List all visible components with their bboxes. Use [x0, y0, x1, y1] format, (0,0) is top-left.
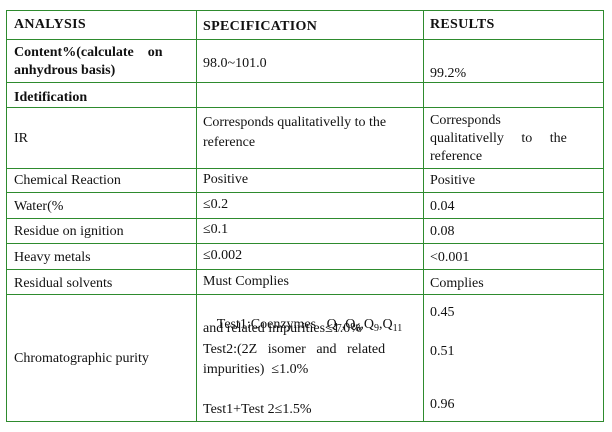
q11-subscript: 11 — [392, 323, 403, 334]
water-spec: ≤0.2 — [203, 197, 229, 212]
chromatographic-result-2: 0.51 — [430, 344, 455, 359]
water-result: 0.04 — [430, 199, 455, 214]
chemical-spec: Positive — [203, 172, 249, 187]
ir-spec-line2: reference — [203, 135, 256, 150]
solvents-label: Residual solvents — [14, 276, 113, 291]
row-divider — [6, 218, 604, 219]
heavy-metals-result: <0.001 — [430, 250, 470, 265]
heavy-metals-label: Heavy metals — [14, 250, 91, 265]
identification-label: Idetification — [14, 90, 88, 105]
comma: , — [360, 317, 364, 332]
row-divider — [6, 192, 604, 193]
test1-prefix: Test1:Coenzymes — [216, 317, 317, 332]
q9-subscript: 9 — [373, 323, 379, 334]
test1-line2: and related impurities≤1.0% — [203, 321, 362, 336]
chromatographic-label: Chromatographic purity — [14, 351, 149, 366]
q8-subscript: 8 — [355, 323, 361, 334]
column-divider — [196, 10, 197, 107]
chromatographic-result-1: 0.45 — [430, 305, 455, 320]
content-label-line1: Content%(calculate on — [14, 45, 163, 60]
header-analysis: ANALYSIS — [14, 17, 86, 32]
residue-result: 0.08 — [430, 224, 455, 239]
solvents-result: Complies — [430, 276, 484, 291]
ir-result-line1: Corresponds — [430, 113, 501, 128]
content-result: 99.2% — [430, 66, 467, 81]
residue-label: Residue on ignition — [14, 224, 124, 239]
q7-subscript: 7 — [336, 323, 342, 334]
table-border-top — [6, 10, 604, 11]
q-letter: Q — [382, 317, 393, 332]
chemical-label: Chemical Reaction — [14, 173, 121, 188]
chemical-result: Positive — [430, 173, 476, 188]
chromatographic-result-3: 0.96 — [430, 397, 455, 412]
q-letter: Q — [345, 317, 356, 332]
table-border-left — [6, 10, 7, 422]
header-specification: SPECIFICATION — [203, 19, 318, 34]
q-letter: Q — [326, 317, 337, 332]
heavy-metals-spec: ≤0.002 — [203, 248, 243, 263]
test2-line2: impurities) ≤1.0% — [203, 362, 309, 377]
residue-spec: ≤0.1 — [203, 222, 229, 237]
row-divider — [6, 168, 604, 169]
ir-label: IR — [14, 131, 28, 146]
test-sum: Test1+Test 2≤1.5% — [203, 402, 312, 417]
table-border-bottom — [6, 421, 604, 422]
ir-result-line3: reference — [430, 149, 483, 164]
comma: , — [378, 317, 383, 332]
header-results: RESULTS — [430, 17, 495, 32]
row-divider — [6, 82, 604, 83]
test2-line1: Test2:(2Z isomer and related — [203, 342, 386, 357]
column-divider — [196, 108, 197, 422]
q-letter: Q — [363, 317, 374, 332]
table-border-right — [603, 10, 604, 422]
water-label: Water(% — [14, 199, 64, 214]
column-divider — [423, 108, 424, 422]
row-divider — [6, 294, 604, 295]
row-divider — [6, 269, 604, 270]
ir-spec-line1: Corresponds qualitativelly to the — [203, 115, 387, 130]
content-label-line2: anhydrous basis) — [14, 63, 116, 78]
analysis-table: ANALYSIS SPECIFICATION RESULTS Content%(… — [6, 10, 604, 422]
ir-result-line2: qualitativelly to the — [430, 131, 567, 146]
row-divider — [6, 107, 604, 108]
test1-line1: Test1:Coenzymes Q7,Q8,Q9,Q11 — [203, 299, 402, 350]
content-specification: 98.0~101.0 — [203, 56, 267, 71]
solvents-spec: Must Complies — [203, 274, 289, 289]
row-divider — [6, 39, 604, 40]
column-divider — [423, 10, 424, 107]
row-divider — [6, 243, 604, 244]
comma: , — [341, 317, 346, 332]
